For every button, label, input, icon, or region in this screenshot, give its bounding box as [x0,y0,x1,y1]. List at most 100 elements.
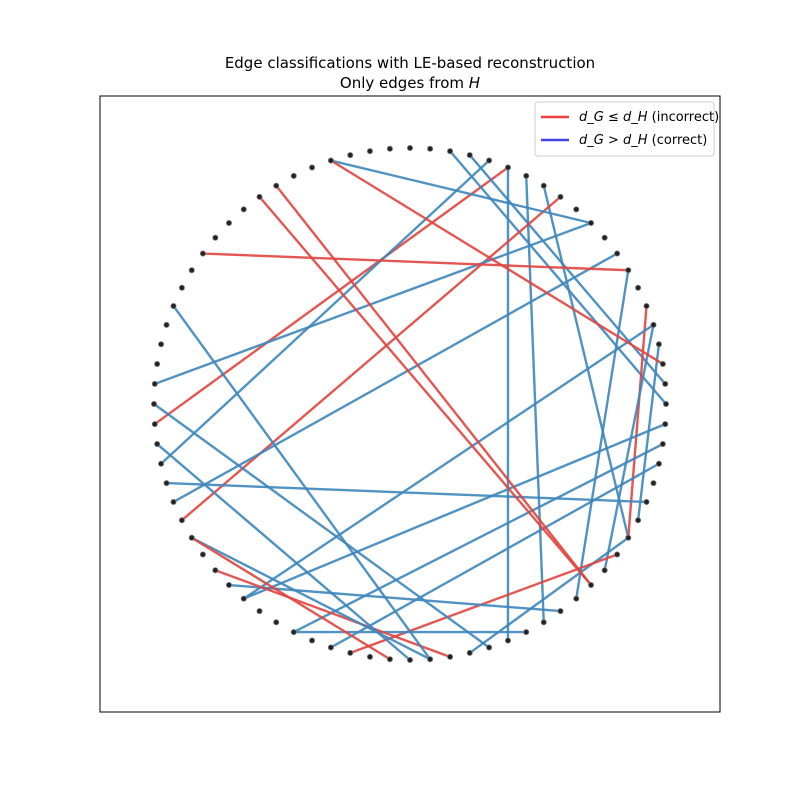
node-19 [662,380,669,387]
node-44 [327,644,334,651]
node-66 [178,284,185,291]
node-70 [225,219,232,226]
edge-correct-32-50 [227,583,562,613]
node-56 [163,480,170,487]
node-51 [212,567,219,574]
edge-correct-10-76 [329,159,593,225]
edge-correct-23-44 [329,462,661,649]
node-76 [327,157,334,164]
node-47 [273,619,280,626]
node-53 [188,534,195,541]
node-71 [240,206,247,213]
node-75 [309,164,316,171]
edge-correct-40-58 [155,442,412,662]
edge-correct-39-53 [190,536,432,661]
edge-correct-10-61 [153,221,593,386]
node-40 [406,657,413,664]
node-8 [557,193,564,200]
edge-incorrect-38-51 [214,569,452,659]
figure-title-line2-symbol: H [469,74,480,92]
node-2 [447,148,454,155]
node-48 [256,608,263,615]
node-24 [650,480,657,487]
edge-incorrect-41-53 [190,536,392,661]
node-6 [523,172,530,179]
legend-incorrect-text: (incorrect) [652,110,720,125]
node-73 [273,182,280,189]
edge-correct-27-37 [468,536,630,655]
node-37 [466,649,473,656]
node-11 [601,234,608,241]
node-58 [154,441,161,448]
node-49 [240,595,247,602]
node-61 [151,380,158,387]
node-26 [635,517,642,524]
legend-box [534,101,715,157]
legend: d_G ≤ d_H (incorrect) d_G > d_H (correct… [534,101,720,157]
node-68 [199,250,206,257]
edge-incorrect-8-54 [180,195,562,522]
node-69 [212,234,219,241]
edge-incorrect-18-76 [329,159,665,366]
node-20 [663,400,670,407]
node-12 [614,250,621,257]
node-42 [366,653,373,660]
edge-correct-4-57 [159,159,491,465]
node-77 [347,152,354,159]
node-28 [614,551,621,558]
legend-correct-text: (correct) [652,133,708,148]
node-60 [150,400,157,407]
node-3 [466,152,473,159]
node-35 [504,637,511,644]
node-27 [625,534,632,541]
node-32 [557,608,564,615]
node-34 [523,629,530,636]
edge-incorrect-5-59 [153,166,510,426]
edge-correct-2-20 [448,149,668,406]
edge-incorrect-15-27 [627,304,648,539]
node-52 [199,551,206,558]
node-54 [178,517,185,524]
node-67 [188,267,195,274]
node-13 [625,267,632,274]
node-30 [588,582,595,589]
node-22 [659,441,666,448]
axes-frame [99,95,721,713]
node-59 [151,421,158,428]
node-72 [256,193,263,200]
node-29 [601,567,608,574]
node-4 [486,157,493,164]
figure-title-line2: Only edges from H [340,74,480,92]
node-50 [225,582,232,589]
edge-correct-12-55 [172,252,619,504]
node-78 [366,148,373,155]
node-14 [635,284,642,291]
node-1 [427,145,434,152]
node-9 [573,206,580,213]
node-23 [655,460,662,467]
node-7 [540,182,547,189]
edge-correct-16-49 [242,323,655,600]
node-5 [504,164,511,171]
edge-correct-7-27 [542,184,630,539]
edge-layer [152,149,668,662]
node-64 [163,321,170,328]
node-63 [158,341,165,348]
node-39 [427,656,434,663]
node-15 [643,303,650,310]
figure-title-line1: Edge classifications with LE-based recon… [225,54,595,72]
node-62 [154,360,161,367]
node-10 [588,219,595,226]
node-43 [347,649,354,656]
legend-correct-symbol: d_G > d_H [579,133,648,148]
node-0 [406,144,413,151]
node-layer [150,144,670,664]
edge-correct-22-46 [292,442,665,634]
node-46 [290,629,297,636]
edge-correct-39-65 [172,304,432,661]
node-41 [386,656,393,663]
legend-incorrect-symbol: d_G ≤ d_H [579,110,648,125]
node-21 [662,421,669,428]
legend-label-correct: d_G > d_H (correct) [579,133,707,148]
